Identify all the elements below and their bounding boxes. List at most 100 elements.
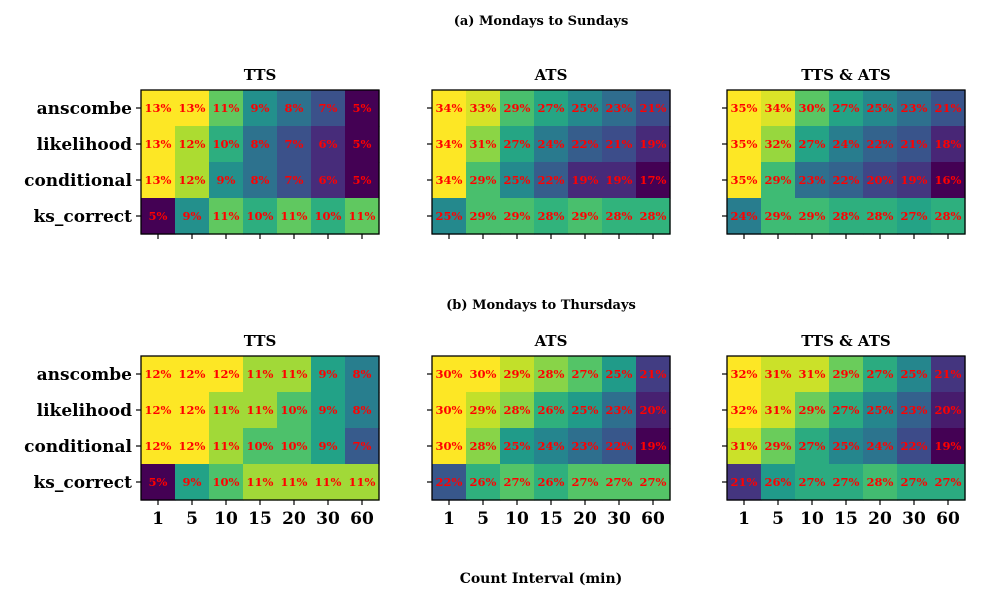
heatmap-cell xyxy=(209,428,244,465)
cell-annotation: 31% xyxy=(765,403,792,417)
heatmap-cell xyxy=(277,428,312,465)
heatmap-cell xyxy=(209,356,244,393)
heatmap-cell xyxy=(931,90,966,127)
cell-annotation: 6% xyxy=(319,173,338,187)
heatmap-cell xyxy=(795,356,830,393)
cell-annotation: 28% xyxy=(935,209,962,223)
heatmap-cell xyxy=(466,428,501,465)
cell-annotation: 27% xyxy=(833,101,860,115)
cell-annotation: 24% xyxy=(538,137,565,151)
x-tick-label: 20 xyxy=(573,509,597,529)
cell-annotation: 21% xyxy=(935,101,962,115)
cell-annotation: 11% xyxy=(349,209,376,223)
panel-title: TTS & ATS xyxy=(801,66,890,84)
heatmap-cell xyxy=(761,162,796,199)
heatmap-cell xyxy=(243,198,278,235)
heatmap-cell xyxy=(795,428,830,465)
heatmap-cell xyxy=(568,162,603,199)
cell-annotation: 28% xyxy=(867,475,894,489)
heatmap-cell xyxy=(141,126,176,163)
panel-title: ATS xyxy=(534,332,568,350)
cell-annotation: 21% xyxy=(640,101,667,115)
heatmap-cell xyxy=(829,126,864,163)
cell-annotation: 11% xyxy=(281,209,308,223)
cell-annotation: 32% xyxy=(765,137,792,151)
heatmap-cell xyxy=(277,392,312,429)
cell-annotation: 12% xyxy=(145,367,172,381)
cell-annotation: 31% xyxy=(799,367,826,381)
heatmap-cell xyxy=(311,392,346,429)
cell-annotation: 29% xyxy=(833,367,860,381)
cell-annotation: 27% xyxy=(606,475,633,489)
cell-annotation: 21% xyxy=(731,475,758,489)
cell-annotation: 28% xyxy=(538,367,565,381)
panel-title: TTS xyxy=(244,66,277,84)
x-tick-label: 30 xyxy=(902,509,926,529)
cell-annotation: 28% xyxy=(867,209,894,223)
heatmap-cell xyxy=(466,392,501,429)
cell-annotation: 12% xyxy=(213,367,240,381)
cell-annotation: 13% xyxy=(145,137,172,151)
heatmap-cell xyxy=(534,356,569,393)
cell-annotation: 13% xyxy=(145,101,172,115)
cell-annotation: 23% xyxy=(901,403,928,417)
cell-annotation: 27% xyxy=(901,209,928,223)
cell-annotation: 21% xyxy=(640,367,667,381)
heatmap-cell xyxy=(897,464,932,501)
cell-annotation: 16% xyxy=(935,173,962,187)
heatmap-cell xyxy=(829,356,864,393)
heatmap-cell xyxy=(432,392,467,429)
heatmap-cell xyxy=(863,198,898,235)
cell-annotation: 27% xyxy=(640,475,667,489)
heatmap-cell xyxy=(141,428,176,465)
heatmap-cell xyxy=(141,90,176,127)
cell-annotation: 21% xyxy=(901,137,928,151)
heatmap-cell xyxy=(761,90,796,127)
cell-annotation: 24% xyxy=(731,209,758,223)
heatmap-cell xyxy=(931,464,966,501)
heatmap-cell xyxy=(829,464,864,501)
heatmap-cell xyxy=(829,392,864,429)
heatmap-cell xyxy=(175,162,210,199)
cell-annotation: 35% xyxy=(731,137,758,151)
cell-annotation: 27% xyxy=(572,367,599,381)
cell-annotation: 8% xyxy=(353,367,372,381)
cell-annotation: 30% xyxy=(436,439,463,453)
heatmap-cell xyxy=(931,126,966,163)
heatmap-cell xyxy=(568,428,603,465)
cell-annotation: 25% xyxy=(606,367,633,381)
cell-annotation: 31% xyxy=(470,137,497,151)
y-tick-label: anscombe xyxy=(37,365,133,385)
heatmap-cell xyxy=(534,126,569,163)
heatmap-cell xyxy=(727,428,762,465)
cell-annotation: 22% xyxy=(901,439,928,453)
cell-annotation: 8% xyxy=(285,101,304,115)
heatmap-cell xyxy=(209,198,244,235)
cell-annotation: 26% xyxy=(470,475,497,489)
x-axis-label: Count Interval (min) xyxy=(460,571,623,587)
cell-annotation: 29% xyxy=(470,209,497,223)
cell-annotation: 8% xyxy=(251,137,270,151)
heatmap-cell xyxy=(897,126,932,163)
cell-annotation: 20% xyxy=(640,403,667,417)
heatmap-cell xyxy=(277,198,312,235)
cell-annotation: 34% xyxy=(765,101,792,115)
cell-annotation: 8% xyxy=(353,403,372,417)
heatmap-cell xyxy=(175,392,210,429)
x-tick-label: 5 xyxy=(186,509,198,529)
heatmap-cell xyxy=(500,356,535,393)
cell-annotation: 10% xyxy=(281,439,308,453)
heatmap-cell xyxy=(534,198,569,235)
heatmap-cell xyxy=(636,162,671,199)
heatmap-cell xyxy=(209,90,244,127)
cell-annotation: 21% xyxy=(606,137,633,151)
cell-annotation: 35% xyxy=(731,101,758,115)
cell-annotation: 28% xyxy=(640,209,667,223)
heatmap-cell xyxy=(568,356,603,393)
cell-annotation: 19% xyxy=(901,173,928,187)
heatmap-cell xyxy=(175,464,210,501)
cell-annotation: 11% xyxy=(247,403,274,417)
heatmap-cell xyxy=(602,392,637,429)
cell-annotation: 26% xyxy=(538,475,565,489)
heatmap-cell xyxy=(175,428,210,465)
